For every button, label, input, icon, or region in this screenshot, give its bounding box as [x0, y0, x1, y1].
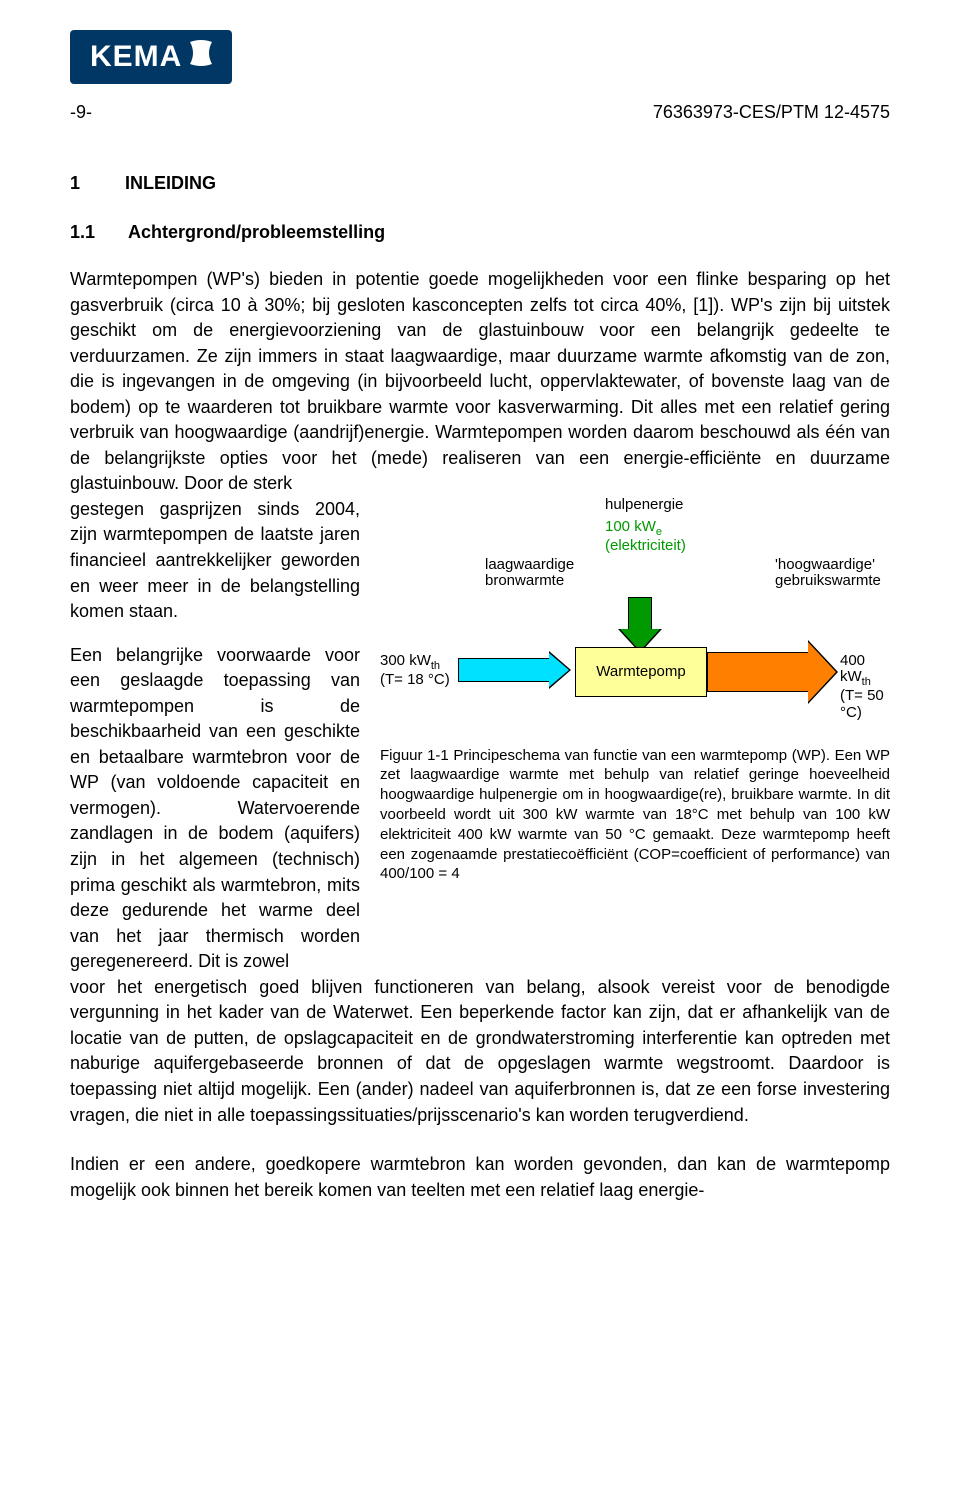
page-number: -9- — [70, 102, 92, 123]
paragraph-2: voor het energetisch goed blijven functi… — [70, 975, 890, 1128]
figure-top-area: hulpenergie 100 kWe (elektriciteit) laag… — [380, 497, 890, 597]
figure-and-caption: 300 kWth (T= 18 °C) Warmtepomp 400 kWth … — [380, 643, 890, 975]
subsection-heading: 1.1 Achtergrond/probleemstelling — [70, 222, 890, 243]
box-label: Warmtepomp — [596, 663, 685, 680]
label-aux-power: 100 kWe (elektriciteit) — [605, 519, 686, 555]
subsection-number: 1.1 — [70, 222, 95, 242]
gebruikswarmte-text: gebruikswarmte — [775, 572, 881, 589]
page: KEMA -9- 76363973-CES/PTM 12-4575 1 INLE… — [0, 0, 960, 1243]
laagwaardige-text: laagwaardige — [485, 556, 574, 573]
warmtepomp-box: Warmtepomp — [575, 647, 707, 697]
wrap2-left-text: Een belangrijke voorwaarde voor een gesl… — [70, 643, 360, 975]
header-line: -9- 76363973-CES/PTM 12-4575 — [70, 102, 890, 123]
kema-logo: KEMA — [70, 30, 232, 84]
aux-power-value: 100 kW — [605, 518, 656, 535]
green-arrow-shaft-icon — [628, 597, 652, 631]
hoogwaardige-text: 'hoogwaardige' — [775, 556, 875, 573]
label-laagwaardige: laagwaardige bronwarmte — [485, 557, 574, 590]
in-temp: (T= 18 °C) — [380, 671, 450, 688]
bronwarmte-text: bronwarmte — [485, 572, 564, 589]
wrap-row-1: gestegen gasprijzen sinds 2004, zijn war… — [70, 497, 890, 625]
wrap1-left-text: gestegen gasprijzen sinds 2004, zijn war… — [70, 497, 360, 625]
logo-glyph-icon — [186, 38, 216, 76]
label-in-power: 300 kWth (T= 18 °C) — [380, 653, 450, 689]
label-hoogwaardige: 'hoogwaardige' gebruikswarmte — [775, 557, 881, 590]
section-title: INLEIDING — [125, 173, 216, 194]
out-temp: (T= 50 °C) — [840, 687, 884, 721]
in-power-value: 300 kW — [380, 652, 431, 669]
section-number: 1 — [70, 173, 80, 193]
paragraph-3: Indien er een andere, goedkopere warmteb… — [70, 1152, 890, 1203]
figure-caption: Figuur 1-1 Principeschema van functie va… — [380, 746, 890, 885]
doc-code: 76363973-CES/PTM 12-4575 — [653, 102, 890, 123]
aux-power-note: (elektriciteit) — [605, 537, 686, 554]
label-hulpenergie: hulpenergie — [605, 497, 683, 514]
figure-diagram: 300 kWth (T= 18 °C) Warmtepomp 400 kWth … — [380, 643, 890, 738]
subsection-title: Achtergrond/probleemstelling — [128, 222, 385, 243]
paragraph-1: Warmtepompen (WP's) bieden in potentie g… — [70, 267, 890, 497]
label-out-power: 400 kWth (T= 50 °C) — [840, 653, 890, 722]
wrap-row-2: Een belangrijke voorwaarde voor een gesl… — [70, 643, 890, 975]
section-heading: 1 INLEIDING — [70, 173, 890, 194]
logo-text: KEMA — [90, 40, 182, 74]
orange-arrow-icon — [707, 652, 809, 692]
cyan-arrow-icon — [458, 658, 550, 682]
